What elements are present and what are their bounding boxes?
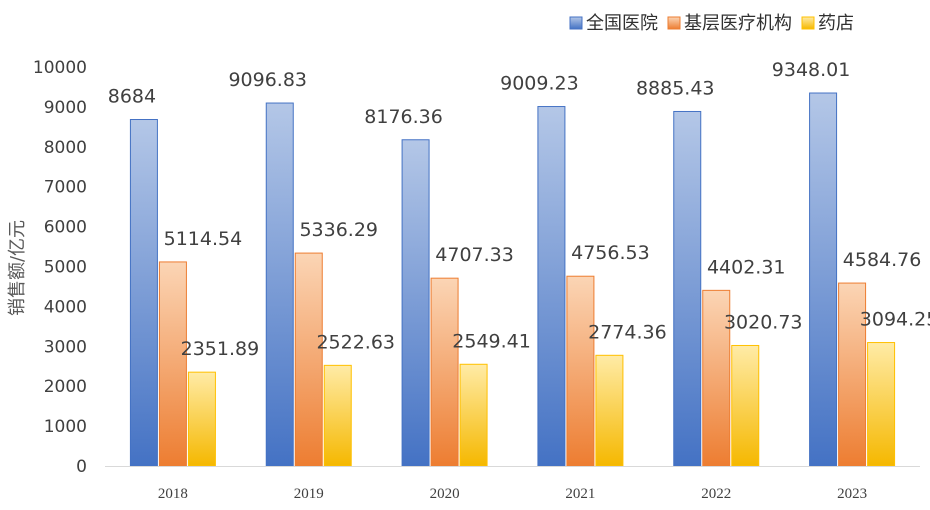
x-tick-label: 2021 bbox=[565, 486, 595, 502]
data-label: 8885.43 bbox=[636, 77, 715, 99]
legend-swatch bbox=[801, 16, 815, 30]
legend: 全国医院 基层医疗机构 药店 bbox=[569, 13, 854, 34]
legend-swatch bbox=[569, 16, 583, 30]
legend-item-label: 全国医院 bbox=[586, 13, 658, 34]
data-label: 4707.33 bbox=[435, 244, 514, 266]
data-label: 8684 bbox=[108, 86, 156, 108]
legend-item-label: 药店 bbox=[818, 13, 854, 34]
data-label: 4756.53 bbox=[571, 242, 650, 264]
data-label: 3020.73 bbox=[724, 311, 803, 333]
y-tick-label: 9000 bbox=[44, 98, 87, 118]
bar-primary-care bbox=[430, 277, 459, 467]
data-label: 4402.31 bbox=[707, 256, 786, 278]
x-tick-label: 2019 bbox=[294, 486, 324, 502]
data-label: 3094.25 bbox=[860, 309, 930, 331]
bar-pharmacy bbox=[459, 363, 488, 467]
bar-hospital bbox=[401, 139, 430, 467]
bar-primary-care bbox=[566, 275, 595, 467]
bar-hospital bbox=[265, 102, 294, 467]
x-tick-label: 2018 bbox=[158, 486, 188, 502]
data-label: 9009.23 bbox=[500, 73, 579, 95]
x-axis: 2018 2019 2020 2021 2022 2023 bbox=[105, 466, 920, 502]
data-label: 2522.63 bbox=[316, 331, 395, 353]
y-tick-label: 5000 bbox=[44, 258, 87, 278]
bar-hospital bbox=[537, 106, 566, 467]
bar-primary-care bbox=[838, 282, 867, 467]
y-tick-label: 4000 bbox=[44, 297, 87, 317]
legend-swatch bbox=[667, 16, 681, 30]
y-tick-label: 3000 bbox=[44, 337, 87, 357]
data-label: 4584.76 bbox=[843, 249, 922, 271]
y-tick-label: 0 bbox=[76, 457, 87, 477]
bar-pharmacy bbox=[187, 371, 216, 467]
y-axis-title: 销售额/亿元 bbox=[7, 220, 28, 316]
legend-item-label: 基层医疗机构 bbox=[684, 13, 792, 34]
data-label: 9096.83 bbox=[228, 69, 307, 91]
data-label: 2774.36 bbox=[588, 321, 667, 343]
y-tick-label: 1000 bbox=[44, 417, 87, 437]
data-label: 9348.01 bbox=[772, 59, 851, 81]
bar-hospital bbox=[673, 110, 702, 467]
bar-primary-care bbox=[702, 289, 731, 467]
bar-hospital bbox=[129, 119, 158, 467]
y-tick-label: 6000 bbox=[44, 218, 87, 238]
bars-group bbox=[129, 92, 896, 467]
data-label: 8176.36 bbox=[364, 106, 443, 128]
data-label: 2351.89 bbox=[181, 338, 260, 360]
data-label: 5114.54 bbox=[164, 228, 243, 250]
bar-primary-care bbox=[158, 261, 187, 467]
y-tick-label: 8000 bbox=[44, 138, 87, 158]
y-tick-label: 2000 bbox=[44, 377, 87, 397]
bar-hospital bbox=[809, 92, 838, 467]
y-tick-label: 10000 bbox=[33, 58, 87, 78]
y-axis: 0 1000 2000 3000 4000 5000 6000 7000 8000 9000 100… bbox=[33, 58, 87, 477]
x-tick-label: 2020 bbox=[430, 486, 460, 502]
x-tick-label: 2023 bbox=[837, 486, 867, 502]
bar-pharmacy bbox=[323, 364, 352, 467]
data-labels-group: 8684 5114.54 2351.89 9096.83 5336.29 2522.63 8… bbox=[108, 59, 930, 360]
data-label: 2549.41 bbox=[452, 330, 531, 352]
data-label: 5336.29 bbox=[299, 219, 378, 241]
x-tick-label: 2022 bbox=[701, 486, 731, 502]
bar-pharmacy bbox=[867, 342, 896, 467]
y-tick-label: 7000 bbox=[44, 178, 87, 198]
bar-pharmacy bbox=[595, 354, 624, 467]
bar-pharmacy bbox=[731, 344, 760, 467]
bar-primary-care bbox=[294, 252, 323, 467]
